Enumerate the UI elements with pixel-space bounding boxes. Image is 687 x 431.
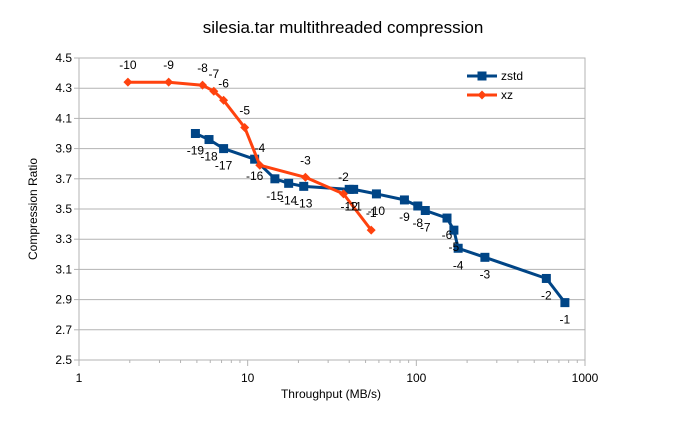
zstd-point: [449, 225, 459, 235]
xz-point: [198, 80, 208, 90]
zstd-data-label: -19: [187, 144, 205, 158]
xz-point: [339, 189, 349, 199]
zstd-point: [270, 174, 280, 184]
zstd-data-label: -11: [345, 199, 362, 213]
legend-zstd-marker: [477, 71, 487, 81]
zstd-point: [219, 144, 229, 154]
point-labels: -19-18-17-16-15-14-13 -12-11 -10 -9 -8-7-6-5…: [119, 58, 570, 326]
xz-data-label: -7: [208, 67, 219, 81]
x-axis: 1 10 100 1000: [76, 359, 599, 385]
xz-point: [164, 77, 174, 87]
y-tick-label: 2.9: [55, 293, 72, 307]
xz-data-label: -2: [338, 170, 349, 184]
y-tick-label: 3.3: [55, 232, 72, 246]
zstd-point: [541, 273, 551, 283]
zstd-data-label: -1: [560, 313, 571, 327]
zstd-data-label: -9: [399, 210, 410, 224]
x-tick-label: 1: [76, 371, 83, 385]
zstd-data-label: -6: [442, 228, 453, 242]
zstd-data-label: -15: [266, 189, 284, 203]
y-axis: 2.5 2.7 2.9 3.1 3.3 3.5 3.7 3.9 4.1 4.3 4.5: [55, 51, 79, 367]
y-tick-label: 3.1: [55, 262, 72, 276]
zstd-point: [299, 181, 309, 191]
y-tick-label: 4.3: [55, 81, 72, 95]
zstd-data-label: -7: [420, 221, 431, 235]
zstd-data-label: -18: [200, 150, 218, 164]
zstd-point: [442, 213, 452, 223]
zstd-data-label: -4: [453, 258, 464, 272]
y-axis-title: Compression Ratio: [26, 158, 40, 260]
y-tick-label: 3.7: [55, 172, 72, 186]
xz-data-label: -9: [163, 58, 174, 72]
zstd-data-label: -8: [412, 216, 423, 230]
xz-point: [240, 122, 250, 132]
zstd-data-label: -12: [341, 199, 359, 213]
xz-line: [127, 80, 373, 232]
zstd-data-label: -17: [215, 159, 233, 173]
xz-point: [300, 172, 310, 182]
x-axis-title: Throughput (MB/s): [281, 387, 381, 401]
legend-xz-marker: [477, 90, 487, 100]
xz-data-label: -3: [300, 153, 311, 167]
zstd-point: [349, 184, 359, 194]
xz-data-label: -4: [254, 141, 265, 155]
series-zstd: [190, 129, 570, 308]
y-tick-label: 2.5: [55, 353, 72, 367]
zstd-data-label: -5: [449, 240, 460, 254]
legend-zstd-label: zstd: [501, 69, 523, 83]
y-tick-label: 4.1: [55, 111, 72, 125]
zstd-data-label: -14: [280, 193, 298, 207]
xz-point: [255, 160, 265, 170]
legend-xz-label: xz: [501, 88, 513, 102]
y-tick-label: 3.9: [55, 142, 72, 156]
xz-data-label: -6: [218, 76, 229, 90]
zstd-point: [480, 252, 490, 262]
xz-data-label: -10: [119, 58, 137, 72]
xz-point: [123, 77, 133, 87]
series-layer: [123, 77, 570, 308]
x-tick-label: 1000: [572, 371, 599, 385]
xz-point: [366, 225, 376, 235]
zstd-point: [420, 206, 430, 216]
zstd-point: [560, 298, 570, 308]
xz-data-label: -5: [239, 103, 250, 117]
series-xz: [123, 77, 376, 235]
y-tick-label: 3.5: [55, 202, 72, 216]
zstd-point: [284, 178, 294, 188]
zstd-data-label: -10: [368, 204, 386, 218]
xz-data-label: -1: [366, 206, 377, 220]
xz-data-label: -8: [197, 61, 208, 75]
legend: zstd xz: [467, 69, 523, 102]
zstd-point: [399, 195, 409, 205]
zstd-point: [250, 154, 260, 164]
xz-point: [219, 95, 229, 105]
zstd-point: [453, 243, 463, 253]
zstd-data-label: -2: [541, 288, 552, 302]
zstd-point: [190, 129, 200, 138]
zstd-point: [371, 189, 381, 199]
xz-point: [209, 86, 219, 96]
zstd-data-label: -13: [295, 196, 313, 210]
zstd-data-label: -16: [246, 169, 264, 183]
x-tick-label: 10: [241, 371, 255, 385]
zstd-point: [413, 201, 423, 211]
zstd-point: [204, 135, 214, 145]
y-tick-label: 2.7: [55, 323, 72, 337]
x-tick-label: 100: [406, 371, 426, 385]
zstd-data-label: -3: [480, 267, 491, 281]
y-tick-label: 4.5: [55, 51, 72, 65]
chart-title: silesia.tar multithreaded compression: [203, 18, 484, 37]
